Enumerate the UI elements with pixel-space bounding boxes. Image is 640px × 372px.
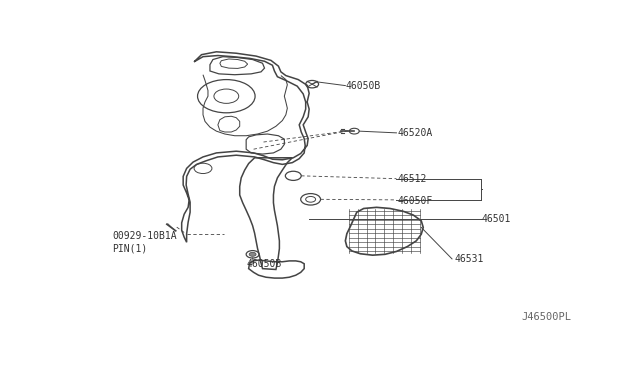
Circle shape — [249, 252, 256, 256]
Text: 46050B: 46050B — [246, 259, 282, 269]
Text: 46050B: 46050B — [346, 81, 381, 91]
Text: 46531: 46531 — [454, 254, 484, 264]
Text: 46501: 46501 — [482, 214, 511, 224]
Text: 46512: 46512 — [397, 174, 427, 184]
Text: 46050F: 46050F — [397, 196, 433, 206]
Text: J46500PL: J46500PL — [521, 312, 571, 323]
Text: 46520A: 46520A — [397, 128, 433, 138]
Text: 00929-10B1A
PIN(1): 00929-10B1A PIN(1) — [112, 231, 177, 253]
